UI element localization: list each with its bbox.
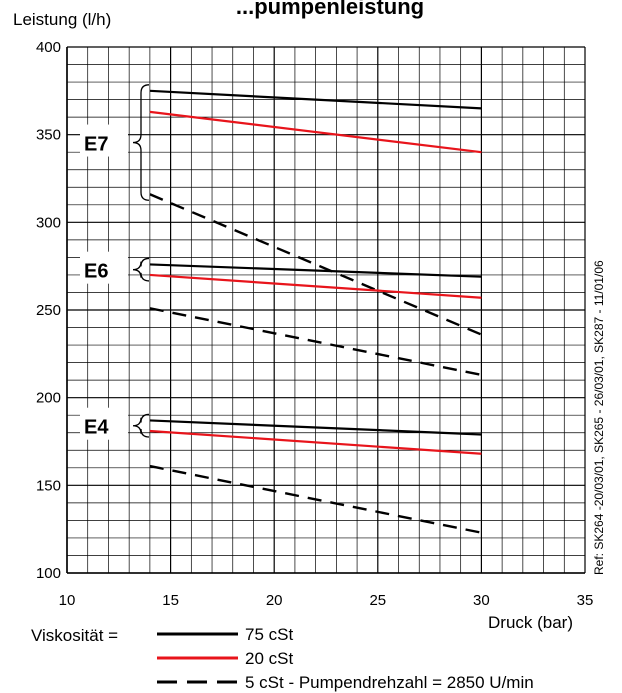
group-label-bg bbox=[80, 124, 128, 157]
axes bbox=[66, 47, 585, 574]
legend-prefix: Viskosität = bbox=[31, 626, 118, 645]
series-line-e4-5cst bbox=[149, 464, 482, 534]
series-lines bbox=[149, 89, 482, 534]
group-label-bg bbox=[80, 251, 128, 284]
legend-label: 75 cSt bbox=[245, 625, 293, 644]
y-tick-label: 150 bbox=[36, 477, 61, 494]
group-label-e7: E7 bbox=[84, 134, 108, 156]
y-axis-label: Leistung (l/h) bbox=[13, 10, 111, 29]
brace-e6 bbox=[132, 257, 150, 282]
y-tick-label: 250 bbox=[36, 302, 61, 319]
reference-note: Ref: SK264 -20/03/01, SK265 - 26/03/01, … bbox=[592, 260, 606, 575]
series-line-e4-75cst bbox=[149, 419, 482, 436]
series-line-e4-20cst bbox=[149, 429, 482, 455]
brace-e7 bbox=[132, 84, 150, 201]
series-line-e7-75cst bbox=[149, 89, 482, 110]
series-line-e6-5cst bbox=[149, 307, 482, 377]
y-tick-label: 300 bbox=[36, 214, 61, 231]
series-line-e7-20cst bbox=[149, 110, 482, 154]
chart-title: ...pumpenleistung bbox=[236, 0, 424, 19]
x-tick-label: 15 bbox=[162, 592, 179, 609]
group-label-e4: E4 bbox=[84, 417, 109, 439]
y-tick-label: 400 bbox=[36, 39, 61, 56]
group-label-e6: E6 bbox=[84, 261, 108, 283]
series-line-e7-5cst bbox=[149, 193, 482, 336]
legend-label: 5 cSt - Pumpendrehzahl = 2850 U/min bbox=[245, 673, 534, 692]
y-tick-label: 200 bbox=[36, 390, 61, 407]
brace-e4 bbox=[132, 413, 150, 438]
series-line-e6-75cst bbox=[149, 263, 482, 278]
x-tick-label: 35 bbox=[577, 592, 594, 609]
legend: Viskosität = 75 cSt 20 cSt 5 cSt - Pumpendr… bbox=[31, 625, 534, 692]
tick-labels: 10 15 20 25 30 35 100 150 200 250 300 350 400 bbox=[36, 39, 593, 609]
y-tick-label: 350 bbox=[36, 127, 61, 144]
group-braces: E7 E6 E4 bbox=[80, 84, 150, 440]
series-line-e6-20cst bbox=[149, 273, 482, 299]
x-tick-label: 10 bbox=[59, 592, 76, 609]
grid-lines bbox=[66, 46, 586, 574]
y-tick-label: 100 bbox=[36, 565, 61, 582]
group-label-bg bbox=[80, 407, 128, 440]
x-axis-label: Druck (bar) bbox=[488, 613, 573, 632]
legend-label: 20 cSt bbox=[245, 649, 293, 668]
x-tick-label: 25 bbox=[369, 592, 386, 609]
x-tick-label: 30 bbox=[473, 592, 490, 609]
x-tick-label: 20 bbox=[266, 592, 283, 609]
